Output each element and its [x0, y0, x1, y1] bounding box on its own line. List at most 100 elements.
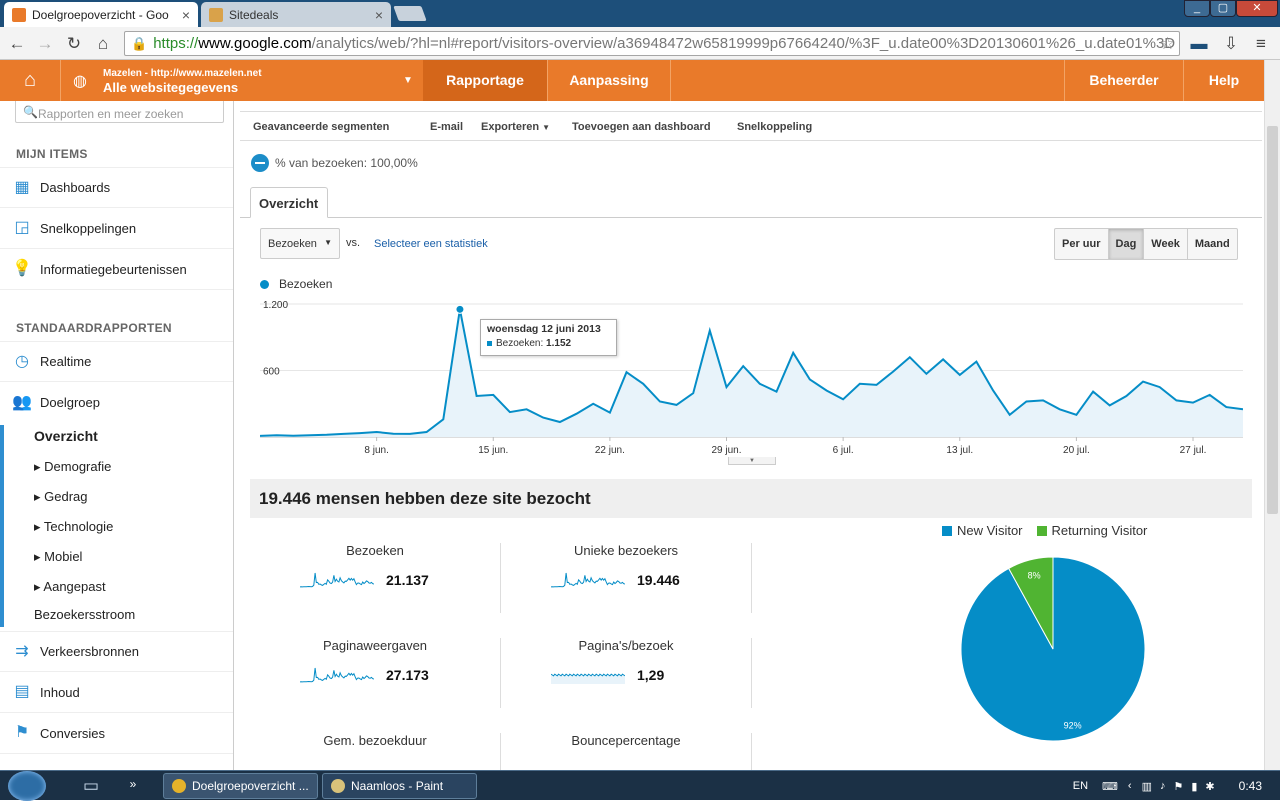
data-point-highlight: [455, 304, 465, 314]
show-desktop-icon[interactable]: ▭: [82, 776, 100, 795]
volume-icon[interactable]: ♪: [1159, 780, 1166, 792]
report-search-input[interactable]: 🔍 Rapporten en meer zoeken: [15, 101, 224, 123]
segment-indicator[interactable]: % van bezoeken: 100,00%: [251, 154, 418, 172]
subnav-behavior[interactable]: ▸ Gedrag: [34, 489, 88, 504]
sidebar-item-shortcuts[interactable]: ◲ Snelkoppelingen: [0, 208, 233, 249]
sidebar: 🔍 Rapporten en meer zoeken MIJN ITEMS ▦ …: [0, 101, 234, 770]
action-center-icon[interactable]: ⚑: [1173, 780, 1184, 793]
metric-pageviews[interactable]: Paginaweergaven 27.173: [250, 638, 500, 708]
metric-visits[interactable]: Bezoeken 21.137: [250, 543, 500, 613]
period-week-button[interactable]: Week: [1144, 229, 1188, 259]
sidebar-item-label: Inhoud: [40, 684, 80, 700]
subnav-label: Aangepast: [43, 579, 106, 594]
address-bar[interactable]: 🔒 https:// www.google.com /analytics/web…: [124, 31, 1180, 56]
metric-select-value: Bezoeken: [268, 238, 317, 250]
keyboard-icon[interactable]: ⌨: [1102, 780, 1118, 793]
scrollbar-thumb[interactable]: [1267, 126, 1278, 514]
metric-unique-visitors[interactable]: Unieke bezoekers 19.446: [501, 543, 751, 613]
subnav-demographics[interactable]: ▸ Demografie: [34, 459, 112, 474]
subnav-mobile[interactable]: ▸ Mobiel: [34, 549, 83, 564]
taskbar-app-chrome[interactable]: Doelgroepoverzicht ...: [163, 773, 318, 799]
chevron-down-icon: ▼: [324, 238, 332, 247]
extension-icon[interactable]: ▬: [1190, 34, 1208, 53]
tab-help[interactable]: Help: [1208, 72, 1240, 88]
metric-avg-visit-duration[interactable]: Gem. bezoekduur: [250, 733, 500, 770]
browser-tab-sitedeals[interactable]: Sitedeals ×: [201, 2, 391, 27]
select-statistic-link[interactable]: Selecteer een statistiek: [374, 238, 488, 250]
x-tick-label: 13 jul.: [946, 445, 973, 456]
segment-toggle-icon[interactable]: [251, 154, 269, 172]
visits-line-chart[interactable]: 1.200 600 8 jun. 15 jun. 22 jun. 29 jun. 6 jul…: [260, 296, 1243, 459]
report-content: Geavanceerde segmenten E-mail Exporteren…: [240, 101, 1264, 770]
email-button[interactable]: E-mail: [430, 121, 464, 133]
x-tick-label: 27 jul.: [1180, 445, 1207, 456]
sidebar-item-traffic-sources[interactable]: ⇉ Verkeersbronnen: [0, 631, 233, 672]
subnav-custom[interactable]: ▸ Aangepast: [34, 579, 106, 594]
metric-bounce-rate[interactable]: Bouncepercentage: [501, 733, 751, 770]
tab-reporting[interactable]: Rapportage: [423, 60, 547, 101]
analytics-favicon-icon: [12, 7, 26, 22]
tab-close-icon[interactable]: ×: [374, 6, 383, 23]
clock[interactable]: 0:43: [1238, 779, 1262, 793]
pie-slice-label: 8%: [1028, 570, 1041, 580]
maximize-button[interactable]: ▢: [1210, 0, 1236, 17]
export-button[interactable]: Exporteren ▼: [481, 121, 550, 133]
network-icon[interactable]: ▥: [1141, 780, 1152, 793]
x-tick-label: 29 jun.: [711, 445, 741, 456]
forward-arrow-icon[interactable]: →: [36, 34, 54, 53]
tab-overview[interactable]: Overzicht: [250, 187, 328, 218]
profile-name[interactable]: Alle websitegegevens: [103, 80, 239, 95]
sidebar-item-audience[interactable]: 👥 Doelgroep: [0, 382, 233, 423]
back-arrow-icon[interactable]: ←: [8, 34, 26, 53]
language-indicator[interactable]: EN: [1072, 780, 1089, 792]
account-dropdown-icon[interactable]: ▼: [403, 75, 413, 86]
ga-home-icon[interactable]: ⌂: [0, 60, 61, 101]
advanced-segments-button[interactable]: Geavanceerde segmenten: [253, 121, 390, 133]
home-icon[interactable]: ⌂: [97, 34, 109, 53]
sidebar-item-dashboards[interactable]: ▦ Dashboards: [0, 167, 233, 208]
subnav-technology[interactable]: ▸ Technologie: [34, 519, 114, 534]
chart-expand-handle[interactable]: ▼: [728, 457, 776, 465]
my-items-header: MIJN ITEMS: [16, 147, 88, 161]
period-day-button[interactable]: Dag: [1108, 229, 1145, 259]
tab-customization[interactable]: Aanpassing: [569, 72, 649, 88]
wrench-menu-icon[interactable]: ≡: [1256, 34, 1266, 53]
shortcut-button[interactable]: Snelkoppeling: [737, 121, 813, 133]
page-scrollbar[interactable]: [1264, 60, 1280, 770]
sidebar-item-realtime[interactable]: ◷ Realtime: [0, 341, 233, 382]
taskbar-overflow-icon[interactable]: »: [129, 777, 137, 791]
chart-tooltip: woensdag 12 juni 2013 Bezoeken: 1.152: [480, 319, 617, 356]
new-tab-button[interactable]: [393, 6, 427, 21]
visitor-type-pie-chart[interactable]: 92% 8%: [960, 556, 1146, 742]
tray-expand-icon[interactable]: ‹: [1127, 780, 1132, 792]
subnav-overview[interactable]: Overzicht: [34, 428, 98, 444]
metric-pages-per-visit[interactable]: Pagina's/bezoek 1,29: [501, 638, 751, 708]
taskbar-app-paint[interactable]: Naamloos - Paint: [322, 773, 477, 799]
url-scheme: https://: [153, 35, 199, 52]
account-name[interactable]: Mazelen - http://www.mazelen.net: [103, 68, 262, 79]
power-icon[interactable]: ▮: [1191, 780, 1198, 793]
visits-line: [260, 309, 1243, 437]
tab-close-icon[interactable]: ×: [181, 6, 190, 23]
bluetooth-icon[interactable]: ✱: [1205, 780, 1215, 793]
start-button[interactable]: [8, 771, 46, 801]
period-hour-button[interactable]: Per uur: [1055, 229, 1109, 259]
globe-icon: ◍: [73, 73, 87, 90]
add-to-dashboard-button[interactable]: Toevoegen aan dashboard: [572, 121, 711, 133]
sidebar-item-conversions[interactable]: ⚑ Conversies: [0, 713, 233, 754]
sidebar-item-content[interactable]: ▤ Inhoud: [0, 672, 233, 713]
tab-admin[interactable]: Beheerder: [1089, 72, 1159, 88]
browser-tab-analytics[interactable]: Doelgroepoverzicht - Goo ×: [4, 2, 198, 27]
subnav-visitors-flow[interactable]: Bezoekersstroom: [34, 607, 136, 622]
metric-select[interactable]: Bezoeken ▼: [260, 228, 340, 259]
sidebar-item-label: Snelkoppelingen: [40, 220, 137, 236]
search-icon: 🔍: [23, 105, 38, 119]
sidebar-item-intelligence-events[interactable]: 💡 Informatiegebeurtenissen: [0, 249, 233, 290]
minimize-button[interactable]: _: [1184, 0, 1210, 17]
download-icon[interactable]: ⇩: [1223, 34, 1239, 53]
window-close-button[interactable]: ✕: [1236, 0, 1278, 17]
bookmark-star-icon[interactable]: ☆: [1159, 33, 1175, 53]
paint-icon: [331, 779, 345, 793]
reload-icon[interactable]: ↻: [66, 34, 82, 53]
period-month-button[interactable]: Maand: [1194, 238, 1230, 250]
